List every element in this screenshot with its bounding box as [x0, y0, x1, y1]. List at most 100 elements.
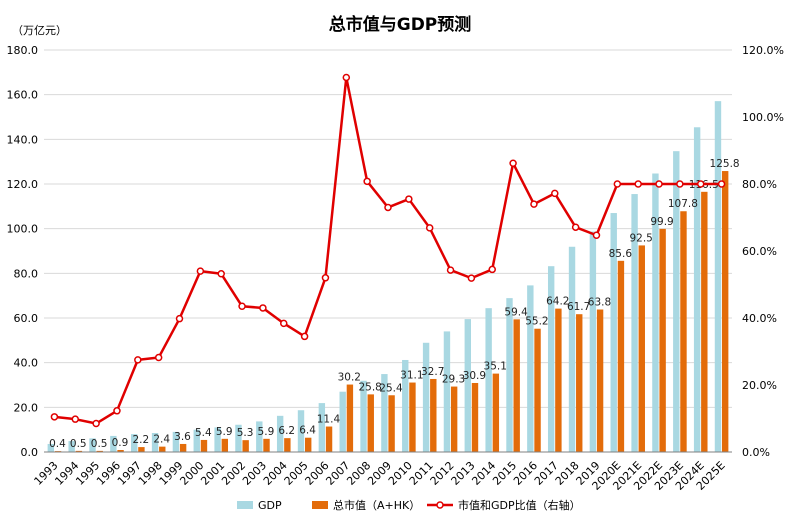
gdp-bar [589, 231, 597, 452]
market-cap-data-label: 6.4 [299, 425, 316, 437]
chart-title: 总市值与GDP预测 [329, 14, 472, 35]
gdp-bar [673, 151, 680, 453]
market-cap-data-label: 0.9 [112, 437, 129, 449]
left-tick-label: 120.0 [7, 178, 39, 191]
left-tick-label: 60.0 [14, 312, 39, 325]
market-cap-data-label: 63.8 [588, 297, 611, 309]
market-cap-bar [492, 373, 500, 452]
ratio-point [384, 203, 392, 212]
right-tick-label: 100.0% [742, 111, 784, 124]
market-cap-bar [659, 228, 666, 452]
ratio-point [217, 270, 225, 278]
legend-label-market-cap: 总市值（A+HK） [333, 498, 420, 512]
right-tick-label: 120.0% [742, 44, 784, 57]
gdp-bar [631, 194, 638, 453]
market-cap-data-label: 61.7 [567, 301, 590, 313]
market-cap-bar [596, 309, 604, 452]
right-tick-label: 0.0% [742, 446, 770, 459]
ratio-point [592, 231, 601, 240]
market-cap-data-label: 25.8 [358, 381, 381, 393]
market-cap-bar [409, 382, 416, 452]
gdp-bar [381, 374, 388, 452]
market-cap-data-label: 5.4 [195, 427, 212, 439]
gdp-bar [339, 391, 346, 452]
gdp-bar [276, 415, 284, 452]
gdp-bar [214, 427, 221, 452]
market-cap-data-label: 59.4 [504, 306, 528, 318]
ratio-point [613, 180, 622, 188]
left-tick-label: 140.0 [7, 133, 39, 146]
market-cap-bars [54, 171, 729, 453]
legend: GDP 总市值（A+HK） 市值和GDP比值（右轴） [237, 498, 581, 512]
market-cap-bar [576, 314, 583, 452]
left-tick-label: 40.0 [14, 357, 39, 370]
market-cap-data-label: 29.3 [442, 374, 465, 386]
market-cap-data-label: 125.8 [710, 158, 740, 170]
ratio-point [50, 413, 59, 421]
left-tick-label: 0.0 [21, 446, 39, 459]
market-cap-data-label: 11.4 [317, 414, 341, 426]
legend-swatch-gdp [237, 501, 253, 509]
gdp-bar [360, 380, 367, 452]
ratio-point [634, 180, 642, 188]
market-cap-data-label: 55.2 [525, 316, 548, 328]
right-tick-label: 60.0% [742, 245, 777, 258]
gdp-bar [547, 266, 555, 452]
ratio-point [446, 266, 455, 274]
grid-lines [44, 49, 732, 408]
market-cap-bar [284, 438, 291, 452]
market-cap-data-label: 30.9 [463, 370, 486, 382]
left-tick-label: 180.0 [7, 44, 39, 57]
ratio-point [509, 159, 517, 167]
ratio-point [425, 224, 434, 232]
market-cap-bar [555, 308, 562, 452]
ratio-point [259, 304, 267, 312]
ratio-point [154, 353, 163, 362]
market-cap-data-label: 0.4 [49, 438, 66, 450]
market-cap-data-label: 99.9 [650, 216, 673, 228]
market-cap-bar [200, 439, 208, 452]
legend-swatch-market-cap [312, 501, 328, 509]
gdp-bar [68, 441, 75, 452]
market-cap-bar [471, 382, 479, 452]
right-tick-label: 20.0% [742, 379, 777, 392]
gdp-bar [89, 438, 96, 452]
market-cap-data-label: 5.9 [216, 426, 233, 438]
gdp-bar [151, 433, 159, 452]
gdp-bar [402, 359, 409, 452]
left-tick-label: 80.0 [14, 267, 39, 280]
ratio-point [551, 189, 559, 198]
market-cap-data-label: 0.5 [91, 438, 108, 450]
gdp-bar [47, 443, 55, 452]
gdp-bar [131, 434, 138, 452]
left-tick-label: 160.0 [7, 89, 39, 102]
market-cap-data-label: 3.6 [174, 431, 191, 443]
market-cap-bar [325, 426, 333, 452]
market-cap-data-label: 5.9 [258, 426, 275, 438]
ratio-point [175, 314, 184, 323]
left-tick-label: 20.0 [14, 401, 39, 414]
gdp-bar [256, 421, 263, 452]
market-cap-bar [701, 191, 708, 453]
market-cap-data-label: 35.1 [484, 361, 507, 373]
ratio-point [405, 195, 413, 203]
gdp-bar [464, 319, 471, 452]
market-cap-bar [388, 395, 395, 452]
right-tick-label: 40.0% [742, 312, 777, 325]
ratio-line-series [50, 73, 726, 428]
market-cap-bar [138, 447, 145, 452]
market-cap-bar [305, 437, 312, 452]
ratio-point [238, 302, 246, 311]
legend-label-ratio: 市值和GDP比值（右轴） [458, 498, 581, 512]
market-cap-data-label: 6.2 [278, 425, 295, 437]
ratio-point [71, 415, 80, 423]
legend-label-gdp: GDP [258, 499, 282, 512]
gdp-bar [443, 331, 451, 452]
market-cap-data-label: 2.2 [132, 434, 149, 446]
gdp-bar [714, 101, 722, 452]
market-cap-data-label: 0.5 [70, 438, 87, 450]
gdp-bar [193, 429, 200, 452]
ratio-point [467, 274, 476, 282]
